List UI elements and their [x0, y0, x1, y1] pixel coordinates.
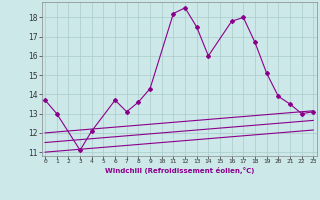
X-axis label: Windchill (Refroidissement éolien,°C): Windchill (Refroidissement éolien,°C): [105, 167, 254, 174]
